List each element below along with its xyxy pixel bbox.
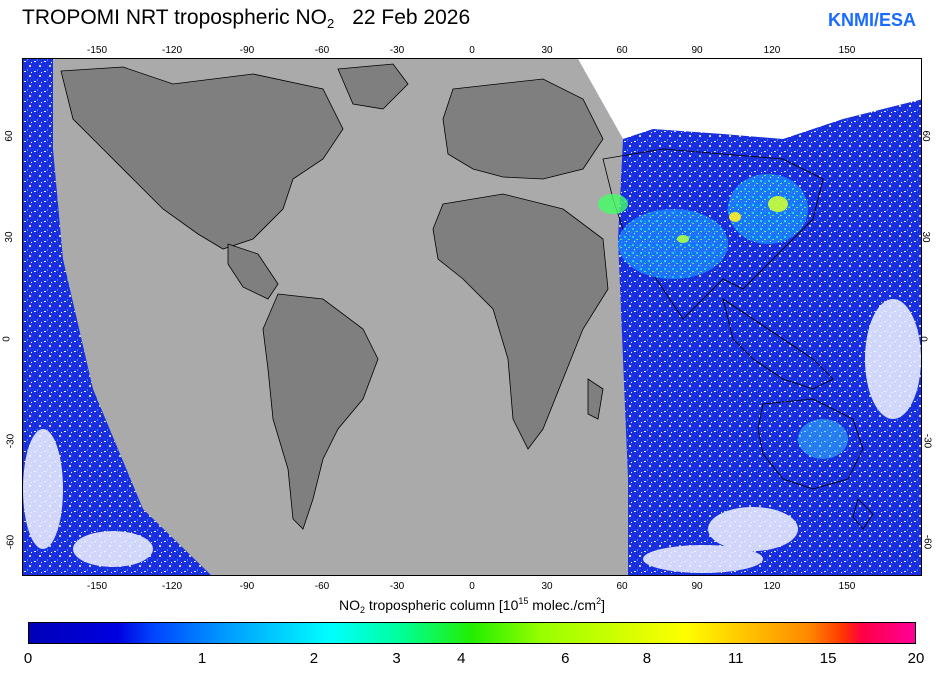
- lon-tick-top: 0: [469, 45, 475, 56]
- page-title: TROPOMI NRT tropospheric NO2 22 Feb 2026: [22, 6, 470, 31]
- lon-tick-top: -60: [314, 45, 330, 56]
- lon-tick-top: 90: [691, 45, 703, 56]
- lat-tick-left: 30: [4, 231, 16, 243]
- colorbar-label-sup1: 15: [518, 596, 529, 606]
- brand-label: KNMI/ESA: [827, 10, 916, 30]
- colorbar-label-mid2: molec./cm: [528, 597, 597, 613]
- land-masses: [60, 63, 609, 530]
- lon-tick-bottom: -150: [86, 581, 108, 592]
- title-date: 22 Feb 2026: [352, 6, 471, 29]
- lon-tick-bottom: 60: [616, 581, 628, 592]
- lon-tick-bottom: 90: [691, 581, 703, 592]
- colorbar-label-sub: 2: [360, 605, 366, 615]
- lon-tick-bottom: 0: [469, 581, 475, 592]
- lat-tick-left: -30: [5, 433, 17, 448]
- colorbar-tick: 15: [819, 650, 837, 667]
- colorbar-tick: 20: [907, 650, 925, 667]
- lon-tick-top: -150: [86, 45, 108, 56]
- lon-tick-bottom: -120: [161, 581, 183, 592]
- lon-tick-bottom: -30: [389, 581, 405, 592]
- no2-map: [22, 58, 922, 576]
- colorbar-label-sup2: 2: [596, 596, 602, 606]
- lon-tick-top: 120: [763, 45, 781, 56]
- lon-tick-bottom: 150: [838, 581, 856, 592]
- lon-tick-bottom: 30: [541, 581, 553, 592]
- lon-tick-bottom: 120: [763, 581, 781, 592]
- lon-tick-bottom: -90: [239, 581, 255, 592]
- colorbar-label-pre: NO: [339, 597, 361, 613]
- colorbar-tick: 3: [392, 650, 401, 667]
- title-subscript: 2: [326, 16, 335, 31]
- colorbar-tick: 4: [457, 650, 466, 667]
- lat-tick-left: -60: [5, 534, 17, 550]
- colorbar: [28, 622, 916, 644]
- colorbar-tick: 1: [197, 650, 207, 667]
- colorbar-tick: 0: [23, 650, 33, 667]
- lat-tick-left: 0: [1, 336, 13, 342]
- lon-tick-top: 60: [616, 45, 628, 56]
- lon-tick-top: -30: [389, 45, 405, 56]
- colorbar-tick: 11: [727, 650, 744, 667]
- lat-tick-left: 60: [4, 130, 16, 142]
- colorbar-label-end: ]: [601, 597, 605, 613]
- arctic-no-retrieval: [578, 59, 921, 139]
- cloud-cover: [23, 299, 921, 573]
- no2-hotspots: [598, 174, 848, 459]
- lon-tick-top: -90: [239, 45, 255, 56]
- title-main: TROPOMI NRT tropospheric NO: [22, 6, 327, 29]
- lon-tick-top: 30: [541, 45, 553, 56]
- colorbar-label: NO2 tropospheric column [1015 molec./cm2…: [0, 596, 944, 615]
- colorbar-tick: 2: [309, 650, 319, 667]
- lat-tick-right: -60: [921, 534, 933, 550]
- colorbar-tick: 8: [642, 650, 652, 667]
- lon-tick-bottom: -60: [314, 581, 330, 592]
- colorbar-tick: 6: [561, 650, 570, 667]
- lat-tick-right: -30: [921, 433, 933, 448]
- colorbar-label-mid: tropospheric column [10: [365, 597, 519, 613]
- map-svg: [23, 59, 921, 575]
- lon-tick-top: 150: [838, 45, 856, 56]
- lon-tick-top: -120: [161, 45, 183, 56]
